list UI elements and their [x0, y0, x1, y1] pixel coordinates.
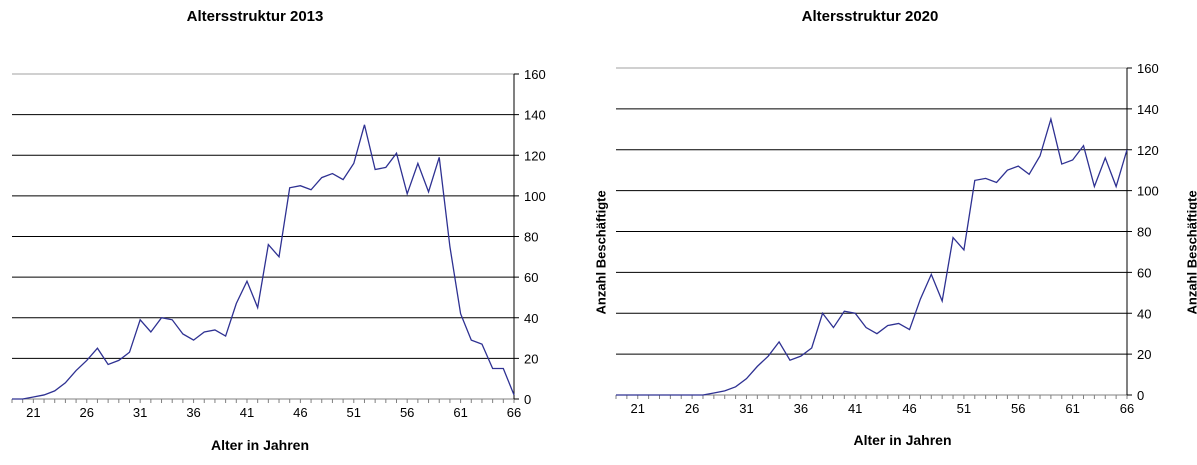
x-tick-label: 61 [1065, 401, 1079, 416]
x-tick-label: 26 [80, 405, 94, 420]
x-tick-label: 51 [347, 405, 361, 420]
y-tick-label: 20 [1137, 347, 1151, 362]
y-tick-label: 100 [1137, 184, 1159, 199]
x-tick-label: 31 [739, 401, 753, 416]
y-tick-label: 160 [524, 67, 546, 82]
x-axis-label: Alter in Jahren [853, 432, 952, 448]
series-line [12, 124, 515, 400]
y-tick-label: 80 [524, 230, 538, 245]
y-tick-label: 140 [1137, 102, 1159, 117]
x-tick-label: 21 [631, 401, 645, 416]
y-tick-label: 60 [1137, 265, 1151, 280]
y-axis-label-right: Anzahl Beschäftigte [1184, 190, 1197, 315]
x-tick-label: 41 [240, 405, 254, 420]
y-tick-label: 40 [1137, 306, 1151, 321]
chart-title: Altersstruktur 2020 [801, 8, 939, 25]
x-tick-label: 31 [133, 405, 147, 420]
x-tick-label: 46 [902, 401, 916, 416]
y-tick-label: 60 [524, 270, 538, 285]
chart-altersstruktur-2020: Anzahl Beschäftigte Altersstruktur 2020 … [590, 0, 1197, 465]
series-line [616, 116, 1128, 396]
y-tick-label: 120 [524, 148, 546, 163]
line-chart-2020: 0 20 40 60 80 100 120 140 160 21 26 31 36 41 46 51 56 61 6… [615, 61, 1159, 416]
x-tick-label: 26 [685, 401, 699, 416]
x-tick-label: 21 [26, 405, 40, 420]
y-tick-label: 160 [1137, 61, 1159, 76]
x-axis-label: Alter in Jahren [210, 437, 310, 453]
y-tick-label: 120 [1137, 143, 1159, 158]
x-tick-label: 51 [957, 401, 971, 416]
y-tick-label: 40 [524, 311, 538, 326]
y-tick-label: 80 [1137, 225, 1151, 240]
chart-altersstruktur-2013: Altersstruktur 2013 0 20 40 60 80 100 120 140 16… [0, 0, 560, 465]
x-tick-label: 36 [186, 405, 200, 420]
y-tick-label: 140 [524, 108, 546, 123]
x-tick-label: 66 [507, 405, 521, 420]
x-tick-label: 56 [400, 405, 414, 420]
x-tick-label: 66 [1120, 401, 1134, 416]
chart-title: Altersstruktur 2013 [186, 8, 324, 25]
y-tick-label: 20 [524, 351, 538, 366]
y-tick-label: 100 [524, 189, 546, 204]
x-tick-label: 36 [794, 401, 808, 416]
x-tick-label: 56 [1011, 401, 1025, 416]
x-tick-label: 46 [293, 405, 307, 420]
y-tick-label: 0 [524, 392, 531, 407]
x-tick-label: 41 [848, 401, 862, 416]
x-tick-label: 61 [453, 405, 467, 420]
line-chart-2013: 0 20 40 60 80 100 120 140 160 21 26 31 36 41 46 51 56 61 6… [11, 67, 546, 420]
y-tick-label: 0 [1137, 388, 1144, 403]
